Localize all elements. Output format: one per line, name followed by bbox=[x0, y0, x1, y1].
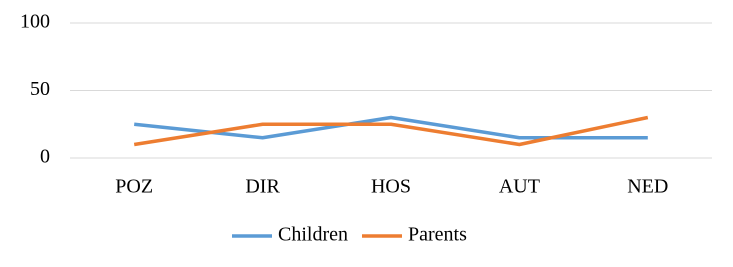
data-line bbox=[134, 115, 648, 140]
x-tick-label: NED bbox=[627, 176, 668, 198]
legend-label: Parents bbox=[408, 224, 467, 246]
y-tick-label: 0 bbox=[40, 146, 50, 168]
data-line bbox=[133, 115, 649, 147]
y-tick-label: 50 bbox=[30, 78, 50, 100]
x-tick-label: AUT bbox=[499, 176, 540, 198]
x-tick-label: HOS bbox=[371, 176, 411, 198]
legend-label: Children bbox=[278, 224, 348, 246]
y-tick-label: 100 bbox=[20, 11, 50, 33]
x-tick-label: POZ bbox=[115, 176, 153, 198]
x-tick-label: DIR bbox=[245, 176, 280, 198]
